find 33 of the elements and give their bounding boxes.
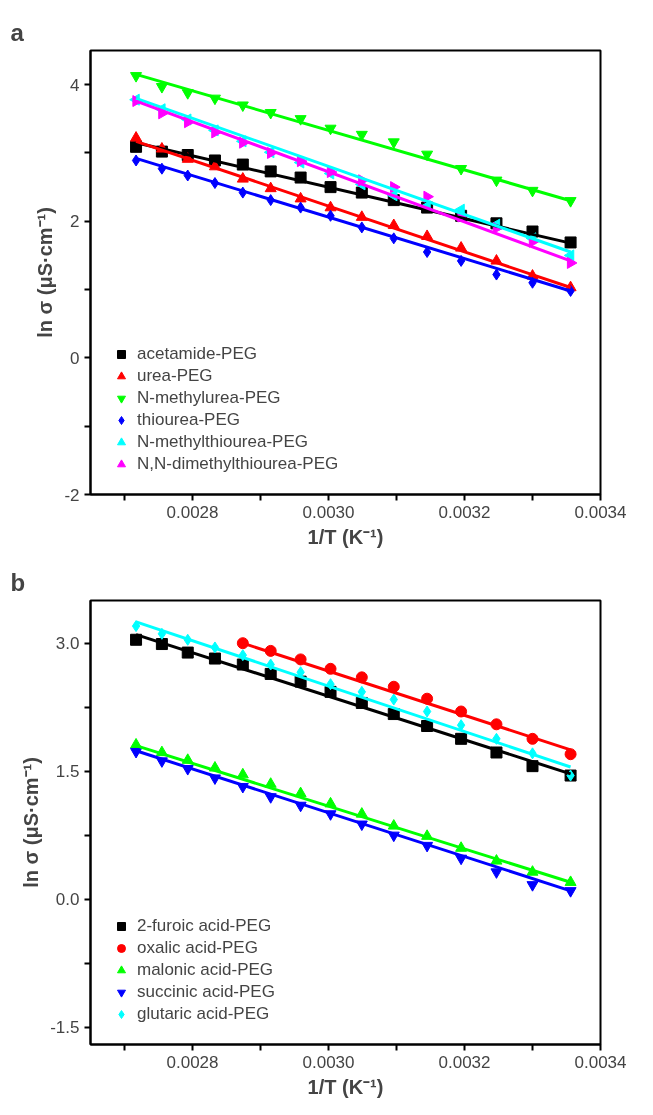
- y-tick-label: 1.5: [55, 762, 80, 782]
- y-tick-label: 3.0: [55, 634, 80, 654]
- legend-label: acetamide-PEG: [137, 344, 257, 364]
- chart-title: a: [10, 18, 25, 46]
- legend-label: 2-furoic acid-PEG: [137, 916, 272, 936]
- legend-label: N,N-dimethylthiourea-PEG: [137, 454, 339, 474]
- x-tick-label: 0.0034: [574, 502, 627, 522]
- y-axis-title: ln σ (μS·cm⁻¹): [34, 207, 57, 338]
- legend-label: N-methylthiourea-PEG: [137, 432, 309, 452]
- x-axis-title: 1/T (K⁻¹): [307, 525, 384, 548]
- legend-label: succinic acid-PEG: [137, 982, 275, 1002]
- y-axis-title: ln σ (μS·cm⁻¹): [20, 757, 43, 888]
- legend-label: N-methylurea-PEG: [137, 388, 281, 408]
- x-axis-title: 1/T (K⁻¹): [307, 1075, 384, 1098]
- legend-label: thiourea-PEG: [137, 410, 240, 430]
- legend-label: malonic acid-PEG: [137, 960, 274, 980]
- x-tick-label: 0.0028: [166, 502, 219, 522]
- x-tick-label: 0.0034: [574, 1052, 627, 1072]
- x-tick-label: 0.0028: [166, 1052, 219, 1072]
- y-tick-label: -1.5: [50, 1018, 80, 1038]
- text: 0.0030: [302, 502, 355, 522]
- y-tick-label: 0.0: [55, 890, 80, 910]
- y-tick-label: -2: [64, 485, 80, 505]
- y-tick-label: 2: [70, 212, 80, 232]
- x-tick-label: 0.0032: [438, 502, 491, 522]
- legend-label: urea-PEG: [137, 366, 213, 386]
- legend-label: glutaric acid-PEG: [137, 1004, 270, 1024]
- y-tick-label: 4: [70, 75, 80, 95]
- chart-title: b: [10, 568, 26, 596]
- text: 0.0030: [302, 1052, 355, 1072]
- legend-label: oxalic acid-PEG: [137, 938, 258, 958]
- x-tick-label: 0.0032: [438, 1052, 491, 1072]
- y-tick-label: 0: [70, 348, 80, 368]
